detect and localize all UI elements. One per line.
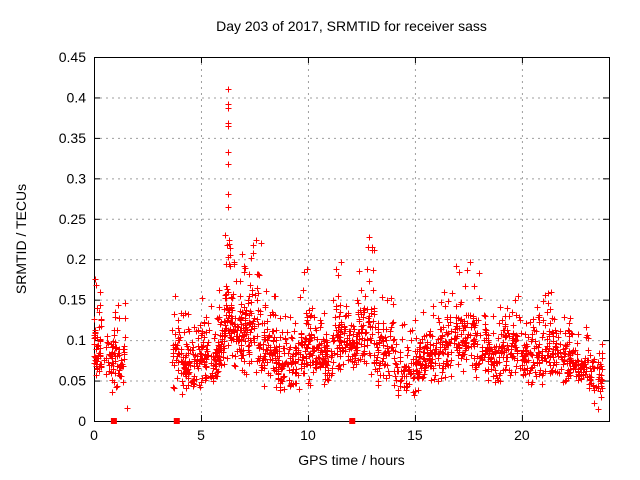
axis-gap-marker bbox=[110, 418, 117, 424]
y-tick-label: 0.25 bbox=[59, 211, 86, 227]
y-tick-label: 0.2 bbox=[67, 251, 87, 267]
y-tick-label: 0.45 bbox=[59, 49, 86, 65]
scatter-points bbox=[91, 86, 606, 413]
y-tick-label: 0.15 bbox=[59, 292, 86, 308]
x-axis-label: GPS time / hours bbox=[298, 452, 405, 468]
y-tick-label: 0.1 bbox=[67, 332, 87, 348]
axis-gap-marker bbox=[349, 418, 356, 424]
x-tick-label: 5 bbox=[197, 427, 205, 443]
y-tick-label: 0.4 bbox=[67, 89, 87, 105]
axis-gap-marker bbox=[173, 418, 180, 424]
y-tick-label: 0.3 bbox=[67, 170, 87, 186]
y-tick-label: 0 bbox=[78, 413, 86, 429]
x-tick-label: 10 bbox=[300, 427, 316, 443]
x-tick-label: 15 bbox=[407, 427, 423, 443]
y-tick-label: 0.05 bbox=[59, 373, 86, 389]
chart-title: Day 203 of 2017, SRMTID for receiver sas… bbox=[216, 18, 487, 34]
x-tick-label: 20 bbox=[514, 427, 530, 443]
x-tick-label: 0 bbox=[90, 427, 98, 443]
y-tick-label: 0.35 bbox=[59, 130, 86, 146]
